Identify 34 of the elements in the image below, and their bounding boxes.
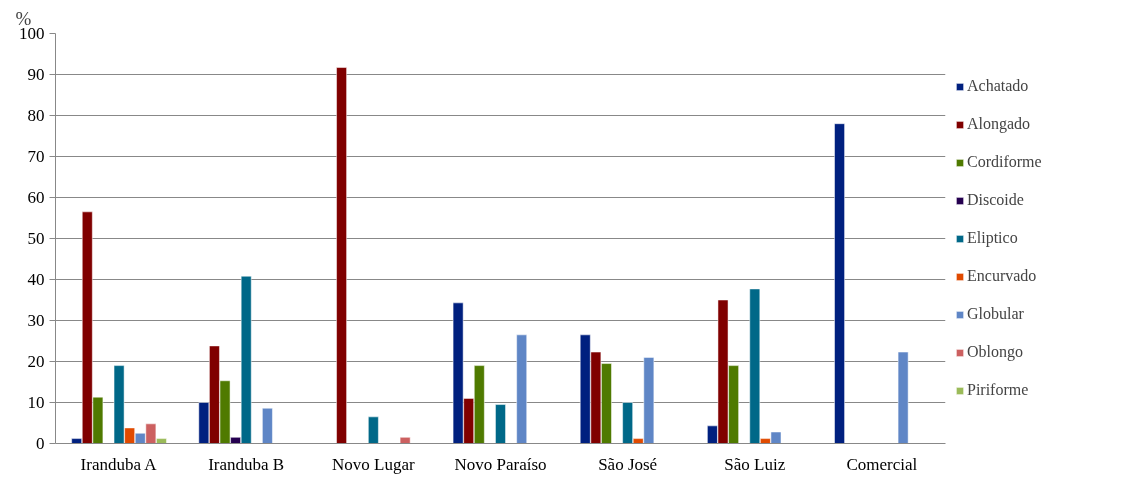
- legend-label: Oblongo: [967, 343, 1023, 361]
- x-tick-label: Iranduba A: [80, 454, 158, 474]
- legend-label: Achatado: [967, 77, 1029, 95]
- legend-label: Cordiforme: [967, 153, 1042, 171]
- x-tick-label: Comercial: [846, 454, 918, 474]
- y-tick-label: 20: [27, 352, 45, 371]
- x-tick-label: São Luiz: [724, 454, 786, 474]
- y-tick-label: 50: [27, 229, 45, 248]
- bar: [368, 416, 379, 444]
- x-tick-label: Novo Lugar: [332, 454, 415, 474]
- y-tick-label: 70: [27, 147, 45, 166]
- bar: [834, 123, 845, 444]
- y-tick-label: 60: [27, 188, 45, 207]
- bar: [516, 334, 527, 444]
- y-tick-label: 80: [27, 106, 45, 125]
- y-tick-label: 0: [36, 434, 45, 453]
- bar: [336, 67, 347, 444]
- y-tick-label: 30: [27, 311, 45, 330]
- legend-label: Eliptico: [967, 229, 1018, 247]
- legend-label: Piriforme: [967, 381, 1029, 399]
- legend-label: Encurvado: [967, 267, 1037, 285]
- legend-label: Discoide: [967, 191, 1024, 209]
- bar: [262, 407, 273, 444]
- x-tick-label: Novo Paraíso: [454, 454, 547, 474]
- y-tick-label: 90: [27, 65, 45, 84]
- bar: [897, 351, 909, 444]
- bar: [495, 404, 506, 444]
- legend-label: Globular: [967, 305, 1024, 323]
- x-tick-label: São José: [598, 454, 658, 474]
- x-tick-label: Iranduba B: [208, 454, 285, 474]
- y-tick-label: 10: [27, 393, 45, 412]
- bar: [399, 437, 411, 444]
- y-tick-label: 40: [27, 270, 45, 289]
- legend-label: Alongado: [967, 115, 1031, 133]
